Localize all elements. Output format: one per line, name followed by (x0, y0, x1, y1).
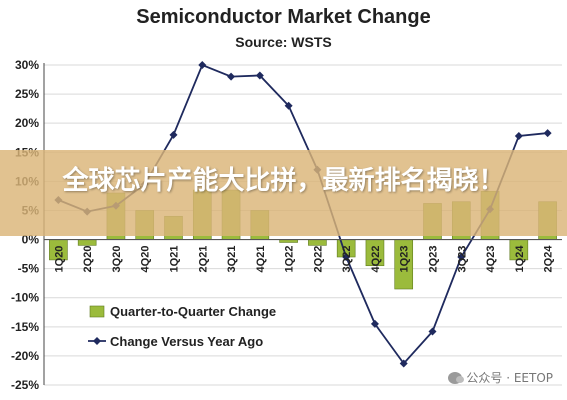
x-tick-label: 4Q23 (485, 246, 497, 273)
line-point (342, 253, 351, 261)
y-tick-label: 30% (15, 58, 39, 72)
legend-bar-swatch (89, 305, 105, 318)
chart-subtitle: Source: WSTS (235, 34, 332, 50)
line-point (255, 71, 264, 80)
chart-title: Semiconductor Market Change (136, 6, 431, 28)
x-tick-label: 4Q21 (255, 246, 267, 273)
headline-text: 全球芯片产能大比拼，最新排名揭晓！ (62, 166, 505, 196)
x-tick-label: 3Q20 (111, 246, 123, 273)
x-tick-label: 3Q21 (226, 246, 238, 273)
line-point (543, 129, 552, 138)
x-tick-label: 1Q20 (53, 246, 65, 273)
x-tick-label: 2Q23 (428, 246, 440, 273)
y-tick-label: -20% (11, 349, 39, 363)
headline-banner (0, 150, 567, 236)
x-tick-label: 3Q22 (341, 246, 353, 273)
line-point (227, 72, 236, 81)
line-point (284, 101, 293, 110)
line-point (514, 131, 523, 140)
y-tick-label: -15% (11, 320, 39, 334)
x-tick-label: 3Q23 (456, 246, 468, 273)
line-point (370, 319, 379, 328)
x-tick-label: 4Q20 (140, 246, 152, 273)
x-tick-label: 2Q24 (543, 245, 555, 273)
x-tick-label: 4Q22 (370, 246, 382, 273)
x-tick-label: 1Q21 (169, 246, 181, 273)
x-tick-label: 1Q24 (514, 245, 526, 273)
x-tick-label: 2Q20 (82, 246, 94, 273)
y-tick-label: 25% (15, 87, 39, 101)
watermark-text: 公众号 · EETOP (466, 371, 553, 385)
y-tick-label: 20% (15, 116, 39, 130)
x-tick-label: 2Q22 (312, 246, 324, 273)
line-point (457, 253, 466, 261)
line-point (399, 359, 408, 368)
bar (308, 239, 327, 246)
x-tick-label: 1Q23 (399, 246, 411, 273)
y-tick-label: -10% (11, 291, 39, 305)
legend-line-label: Change Versus Year Ago (110, 334, 263, 349)
bar (77, 239, 97, 246)
x-tick-label: 1Q22 (284, 246, 296, 273)
x-tick-label: 2Q21 (197, 246, 209, 273)
legend-line-marker (93, 337, 101, 345)
y-tick-label: -5% (18, 262, 40, 276)
wechat-icon (448, 371, 465, 384)
line-point (169, 130, 178, 139)
line-point (198, 61, 207, 69)
line-point (428, 327, 437, 336)
y-tick-label: 0% (22, 233, 40, 247)
watermark: 公众号 · EETOP (448, 369, 553, 386)
legend-bar-label: Quarter-to-Quarter Change (110, 304, 276, 319)
y-tick-label: -25% (11, 378, 39, 392)
